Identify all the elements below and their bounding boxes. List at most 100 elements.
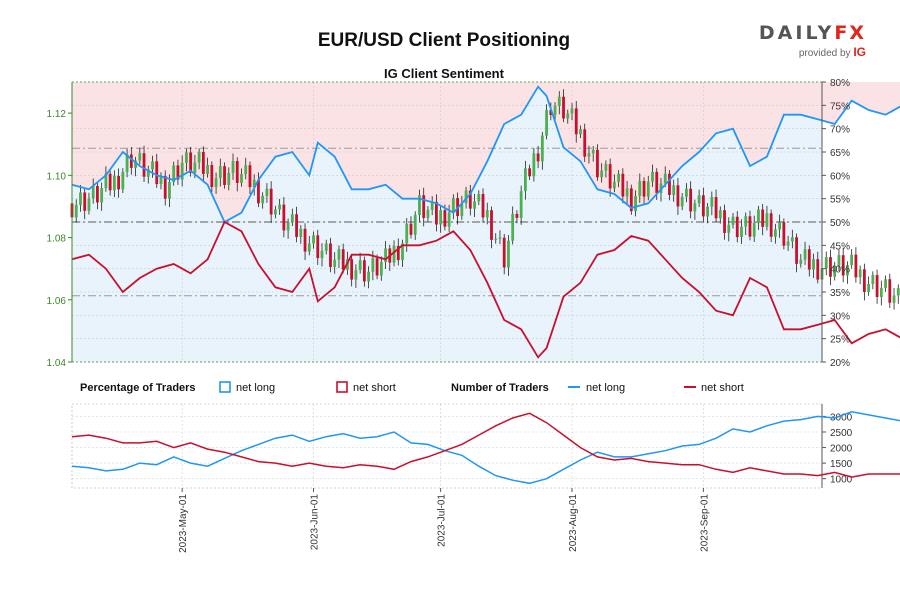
candle <box>685 183 688 203</box>
candle <box>790 229 794 249</box>
candle <box>816 251 820 284</box>
candle-body <box>697 195 701 204</box>
candle-body <box>295 214 298 237</box>
candle-body <box>769 213 773 237</box>
left-tick-label: 1.06 <box>47 296 67 307</box>
candle <box>858 265 862 285</box>
candle-body <box>384 248 387 262</box>
candle-body <box>786 241 790 246</box>
right-tick-label: 55% <box>830 195 850 206</box>
candle-body <box>117 175 121 190</box>
candle <box>257 172 260 208</box>
candle-body <box>112 175 116 191</box>
candle <box>481 188 485 223</box>
lower-tick-label: 2000 <box>830 444 853 455</box>
candle-body <box>816 259 820 280</box>
candle-body <box>159 175 163 185</box>
candle <box>129 147 133 175</box>
candle-body <box>235 161 239 183</box>
net-long-pct-line <box>71 85 900 224</box>
candle <box>752 215 756 242</box>
candle-body <box>303 228 307 252</box>
candle <box>884 275 887 292</box>
left-tick-label: 1.04 <box>47 358 67 369</box>
candle-body <box>125 154 129 172</box>
candle <box>142 145 146 183</box>
candle <box>795 233 798 273</box>
candle-body <box>464 190 468 204</box>
candle <box>718 206 722 224</box>
candle <box>117 168 121 198</box>
candle-body <box>612 181 616 189</box>
candle-body <box>651 171 654 182</box>
candle <box>536 145 540 169</box>
candle-body <box>888 279 892 303</box>
candle <box>850 249 854 269</box>
candle-body <box>752 223 756 237</box>
candle-body <box>460 203 464 217</box>
candle-body <box>443 210 447 227</box>
candle <box>409 216 413 239</box>
candle <box>227 167 231 191</box>
candle <box>600 163 604 183</box>
brand-provided-by: provided by IG <box>798 45 866 59</box>
candle <box>896 284 900 304</box>
candle <box>112 170 116 198</box>
candle-body <box>761 209 765 227</box>
right-tick-label: 80% <box>830 78 850 89</box>
brand-name: DAILYFX <box>758 22 866 44</box>
candle <box>235 157 239 192</box>
candle <box>201 146 205 183</box>
legend-net-short-count: net short <box>701 382 744 394</box>
candle-body <box>854 254 858 278</box>
candle <box>786 235 790 251</box>
candle <box>807 245 811 277</box>
candle <box>507 235 510 276</box>
candle-body <box>621 173 625 197</box>
candle <box>879 280 883 306</box>
candle <box>172 161 176 186</box>
candle-body <box>604 164 608 171</box>
candle-body <box>189 152 193 173</box>
right-tick-label: 30% <box>830 311 850 322</box>
candle <box>451 194 455 220</box>
candle-body <box>494 238 498 240</box>
candle-body <box>435 201 438 225</box>
candle-body <box>244 165 248 175</box>
candle <box>782 218 786 250</box>
candle-body <box>477 194 481 202</box>
candle <box>871 271 875 290</box>
candle <box>773 223 777 244</box>
candle <box>642 177 646 206</box>
candle <box>134 156 137 177</box>
candle-body <box>846 265 849 276</box>
candle-body <box>523 168 527 192</box>
right-tick-label: 60% <box>830 171 850 182</box>
candle-body <box>790 237 794 242</box>
candle-body <box>748 216 752 237</box>
candle-body <box>714 197 718 219</box>
candle-body <box>104 173 108 189</box>
candle <box>689 181 693 219</box>
candle-body <box>519 191 523 218</box>
candle-body <box>83 192 87 211</box>
candle-body <box>210 165 214 187</box>
candle-body <box>490 210 493 240</box>
candle-body <box>896 288 900 296</box>
candle-body <box>227 173 231 185</box>
candle-body <box>803 249 807 260</box>
candle <box>320 243 324 267</box>
candle <box>617 170 621 188</box>
candle-body <box>473 201 476 209</box>
candle-body <box>706 206 709 217</box>
candle-body <box>685 188 688 197</box>
right-tick-label: 75% <box>830 101 850 112</box>
candle-body <box>201 152 205 174</box>
legend-net-short-box <box>336 381 348 393</box>
candle-body <box>129 154 133 168</box>
candle-body <box>875 275 879 297</box>
candle <box>621 168 625 204</box>
candle-body <box>197 152 201 163</box>
candle <box>574 100 578 143</box>
